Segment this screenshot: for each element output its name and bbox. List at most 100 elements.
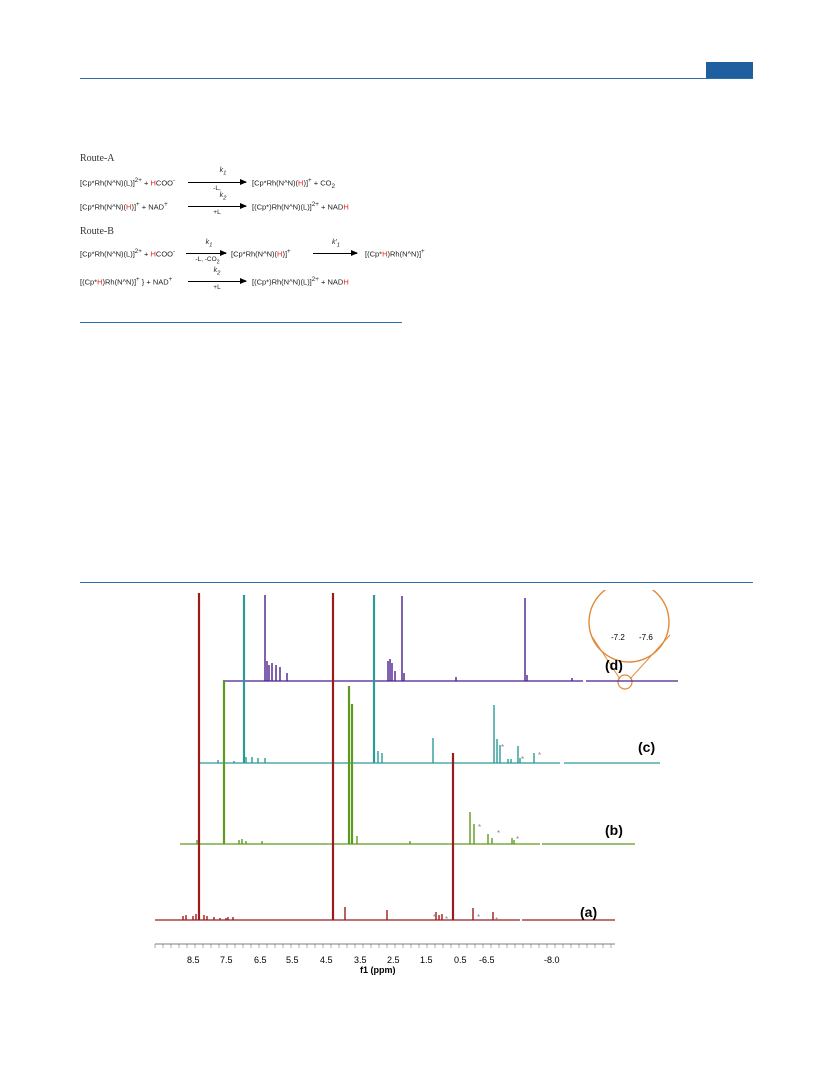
nmr-peak-a [182, 916, 184, 920]
nmr-peak-b [513, 840, 515, 844]
nmr-peak-b [222, 680, 226, 844]
nmr-spectra-figure: (d) (c) (b) (a) 8.5 7.5 6.5 5.5 4.5 3.5 … [150, 581, 690, 990]
nmr-peak-a [441, 914, 443, 920]
nmr-peak-b [487, 834, 489, 844]
nmr-peak-c [251, 757, 253, 763]
figure-rule [80, 582, 753, 583]
tick-label: 5.5 [286, 955, 299, 965]
nmr-peak-d [403, 673, 405, 681]
reaction-arrow [188, 278, 247, 284]
nmr-peak-c [533, 753, 535, 763]
nmr-peak-c [372, 595, 376, 763]
impurity-marker: * [445, 915, 448, 924]
nmr-peak-a [435, 912, 437, 920]
nmr-peak-b [261, 841, 263, 844]
nmr-peak-c [377, 751, 379, 763]
nmr-peak-b [347, 686, 351, 844]
tick-label: 2.5 [387, 955, 400, 965]
trace-label-d: (d) [605, 657, 623, 673]
nmr-peak-b [245, 841, 247, 844]
nmr-peak-d [387, 661, 389, 681]
nmr-peak-d [524, 598, 526, 681]
tick-label: 7.5 [220, 955, 233, 965]
impurity-marker: * [497, 829, 500, 838]
impurity-marker: * [478, 823, 481, 832]
zoom-inset-circle [588, 581, 670, 663]
nmr-peak-d [455, 677, 457, 681]
nmr-spectra-svg: (d) (c) (b) (a) 8.5 7.5 6.5 5.5 4.5 3.5 … [154, 581, 678, 975]
reaction-arrow [313, 250, 358, 256]
inset-tick-label: -7.2 [611, 633, 625, 642]
nmr-peak-c [264, 758, 266, 763]
tick-label: 0.5 [454, 955, 467, 965]
impurity-markers-c: * * * [501, 743, 541, 764]
nmr-peak-a [344, 907, 346, 920]
impurity-marker: * [538, 751, 541, 760]
nmr-peak-b [469, 812, 471, 844]
nmr-peak-a [386, 910, 388, 920]
nmr-peak-b [356, 836, 358, 844]
nmr-peak-a [185, 915, 187, 920]
nmr-peak-a [195, 914, 197, 920]
nmr-peak-d [275, 665, 277, 681]
impurity-markers-b: * * * [478, 823, 519, 844]
nmr-peak-a [472, 908, 474, 920]
nmr-peak-c [233, 761, 235, 763]
nmr-peak-a [225, 918, 227, 920]
nmr-peak-b [196, 840, 198, 844]
reaction-arrow [186, 250, 227, 256]
nmr-peak-c [381, 753, 383, 763]
impurity-marker: * [501, 743, 504, 752]
top-rule [80, 78, 753, 79]
nmr-peak-d [268, 665, 270, 681]
nmr-peak-d [526, 675, 528, 681]
nmr-peak-a [227, 917, 229, 920]
route-a-label: Route-A [80, 153, 115, 164]
nmr-peak-c [493, 705, 495, 763]
nmr-peak-d [391, 663, 393, 681]
nmr-peak-d [286, 673, 288, 681]
nmr-peak-d [271, 663, 273, 681]
zoom-source-circle [617, 674, 633, 690]
nmr-peak-d [571, 678, 573, 681]
scheme-rule [80, 322, 402, 323]
tick-label: -8.0 [544, 955, 560, 965]
nmr-peak-b [238, 840, 240, 844]
reaction-scheme: Route-A [Cp*Rh(N^N)(L)]2+ + HCOO- k1 -L,… [80, 153, 425, 291]
nmr-peak-c [432, 738, 434, 763]
tick-label: 3.5 [354, 955, 367, 965]
tick-label: 1.5 [420, 955, 433, 965]
header-tab [706, 62, 753, 78]
nmr-peak-d [266, 661, 268, 681]
inset-tick-label: -7.6 [639, 633, 653, 642]
nmr-peak-b [491, 838, 493, 844]
nmr-peak-d [394, 671, 396, 681]
nmr-peak-c [507, 759, 509, 763]
nmr-peak-a [331, 593, 335, 920]
nmr-peak-a [219, 918, 221, 920]
reaction-arrow [188, 179, 247, 185]
nmr-peak-a [203, 915, 205, 920]
nmr-peak-a [206, 916, 208, 920]
nmr-peak-d [389, 659, 391, 681]
nmr-peak-d [279, 667, 281, 681]
nmr-peak-c [496, 739, 498, 763]
nmr-peak-a [438, 915, 440, 920]
nmr-peak-c [217, 760, 219, 763]
nmr-peak-b [350, 704, 354, 844]
nmr-peak-c [499, 745, 501, 763]
tick-label: 4.5 [320, 955, 333, 965]
nmr-peak-a [451, 753, 455, 920]
zoom-connector [590, 634, 621, 680]
nmr-peak-c [510, 759, 512, 763]
nmr-peak-c [519, 758, 521, 763]
nmr-peak-b [241, 839, 243, 844]
impurity-marker: * [495, 916, 498, 925]
nmr-peak-a [213, 917, 215, 920]
zoom-connector [629, 634, 671, 680]
nmr-peak-b [409, 841, 411, 844]
tick-label: 8.5 [187, 955, 200, 965]
nmr-peak-c [245, 757, 247, 763]
nmr-peak-b [511, 838, 513, 844]
trace-label-c: (c) [638, 739, 655, 755]
